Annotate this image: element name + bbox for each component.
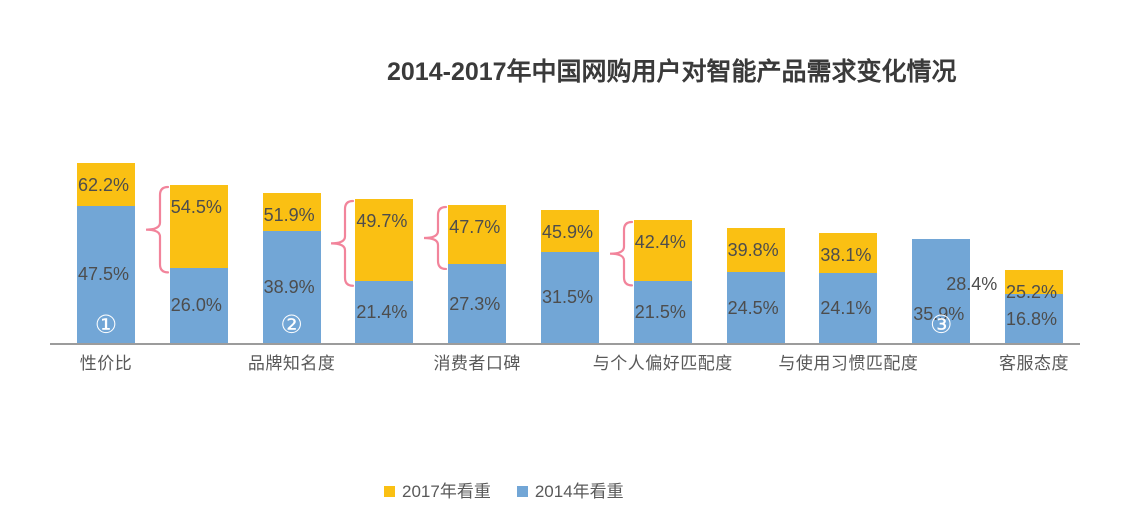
value-label-2014: 31.5% (542, 287, 594, 308)
rank-marker: ① (94, 311, 118, 339)
bar-segment-2014 (633, 280, 692, 343)
value-label-2014: 35.9% (913, 304, 965, 324)
value-label-2014: 21.4% (356, 302, 408, 323)
chart-title: 2014-2017年中国网购用户对智能产品需求变化情况 (387, 58, 957, 86)
category-label: 与使用习惯匹配度 (778, 354, 919, 373)
category-label: 性价比 (79, 354, 133, 373)
category-label: 与个人偏好匹配度 (592, 354, 733, 373)
category-label: 品牌知名度 (247, 354, 336, 373)
value-label-2014: 24.5% (727, 297, 779, 318)
value-label-2017: 54.5% (170, 197, 222, 218)
value-label-2014: 38.9% (263, 276, 315, 297)
value-label-2014: 27.3% (449, 293, 501, 314)
bar-segment-2014 (541, 251, 599, 343)
value-label-2014: 21.5% (634, 301, 686, 322)
bar-segment-2014 (912, 239, 971, 343)
value-label-2017: 39.8% (727, 239, 779, 260)
bar-segment-2014 (262, 230, 321, 343)
value-label-2017: 51.9% (263, 205, 315, 225)
value-label-2017: 38.1% (820, 244, 872, 265)
value-label-2014: 24.1% (820, 298, 872, 319)
value-label-2017: 47.7% (449, 217, 501, 238)
comparison-brace-icon (609, 221, 633, 287)
legend: 2017年看重 2014年看重 (384, 483, 624, 500)
category-label: 消费者口碑 (433, 354, 521, 373)
value-label-2017: 28.4% (946, 274, 998, 294)
comparison-brace-icon (331, 200, 355, 288)
bar-segment-2014 (819, 273, 878, 343)
bar-segment-2014 (77, 205, 135, 343)
bar-segment-2014 (726, 272, 785, 343)
value-label-2014: 26.0% (170, 295, 222, 316)
bar-segment-2014 (169, 267, 228, 343)
comparison-brace-icon (424, 206, 448, 271)
rank-marker: ② (280, 311, 303, 339)
bar-segment-2014 (1005, 294, 1063, 343)
legend-label-2017: 2017年看重 (402, 482, 491, 501)
legend-item-2017: 2017年看重 (384, 483, 491, 500)
value-label-2017: 42.4% (634, 232, 686, 253)
legend-item-2014: 2014年看重 (516, 482, 624, 501)
category-label: 客服态度 (999, 354, 1069, 373)
value-label-2014: 47.5% (78, 264, 130, 285)
value-label-2017: 62.2% (78, 175, 130, 196)
legend-swatch-2014-icon (516, 486, 528, 497)
legend-label-2014: 2014年看重 (534, 482, 624, 501)
rank-marker: ③ (929, 311, 953, 339)
comparison-brace-icon (145, 186, 169, 274)
value-label-2017: 49.7% (356, 211, 408, 232)
value-label-2014: 16.8% (1006, 308, 1058, 329)
value-label-2017: 45.9% (542, 222, 594, 243)
bar-segment-2014 (355, 281, 414, 343)
bar-segment-2014 (448, 264, 507, 343)
value-label-2017: 25.2% (1006, 282, 1058, 303)
x-axis-line (50, 343, 1080, 345)
legend-swatch-2017-icon (384, 486, 395, 497)
